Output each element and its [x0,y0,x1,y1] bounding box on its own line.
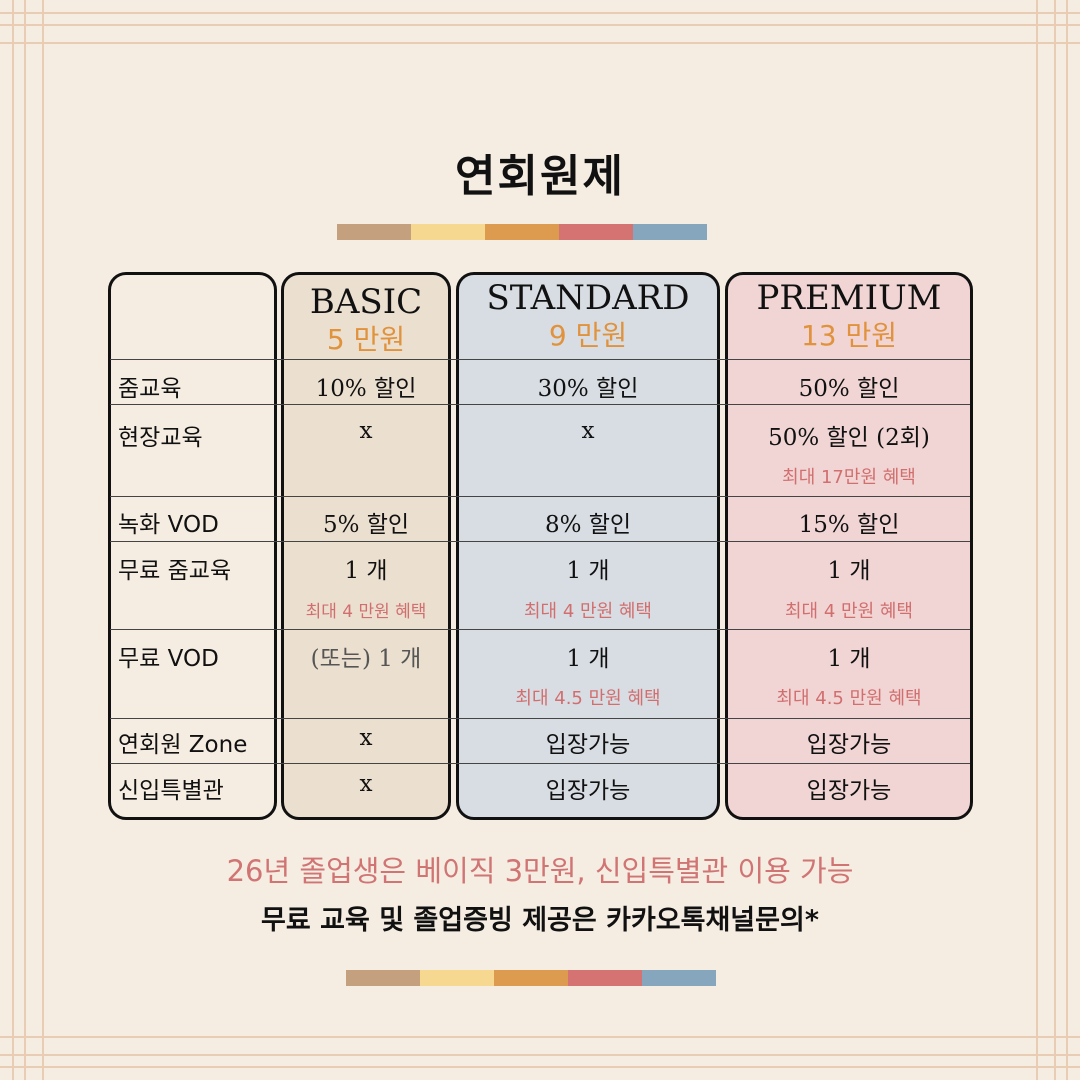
frame-line [24,0,26,1080]
basic-cell: x [359,725,373,751]
premium-cell: 50% 할인 [798,376,900,402]
row-label: 신입특별관 [118,778,224,804]
color-swatch [337,224,411,240]
frame-line [1054,0,1056,1080]
standard-cell: 1 개 [566,558,610,584]
color-swatch [346,970,420,986]
frame-line [0,1054,1080,1056]
row-divider [110,359,970,360]
premium-note: 최대 4.5 만원 혜택 [776,688,922,709]
basic-cell: 1 개 [344,558,388,584]
footer-note-graduates: 26년 졸업생은 베이직 3만원, 신입특별관 이용 가능 [226,854,854,888]
row-label: 무료 VOD [118,646,219,672]
frame-line [0,24,1080,26]
page-title: 연회원제 [455,151,625,202]
standard-cell: x [581,418,595,444]
footer-note-inquiry: 무료 교육 및 졸업증빙 제공은 카카오톡채널문의* [261,905,819,936]
row-label: 무료 줌교육 [118,558,232,584]
basic-cell: x [359,771,373,797]
color-swatch [411,224,485,240]
color-swatch [420,970,494,986]
basic-cell: 10% 할인 [315,376,417,402]
premium-note: 최대 17만원 혜택 [782,467,916,488]
row-divider [110,718,970,719]
frame-line [1036,0,1038,1080]
color-swatch [568,970,642,986]
standard-column [456,272,720,820]
frame-line [0,1036,1080,1038]
color-swatch [642,970,716,986]
plan-name-premium: PREMIUM [756,278,942,318]
frame-line [0,42,1080,44]
premium-cell: 입장가능 [806,732,892,758]
row-divider [110,541,970,542]
color-swatch [559,224,633,240]
plan-price-premium: 13 만원 [800,319,898,352]
frame-line [0,1066,1080,1068]
plan-name-basic: BASIC [309,282,423,322]
plan-price-standard: 9 만원 [548,319,628,352]
basic-note: 최대 4 만원 혜택 [305,602,427,622]
basic-cell: (또는) 1 개 [310,646,422,672]
standard-cell: 30% 할인 [537,376,639,402]
row-divider [110,404,970,405]
frame-line [0,12,1080,14]
premium-cell: 50% 할인 (2회) [768,425,930,451]
premium-cell: 1 개 [827,646,871,672]
plan-price-basic: 5 만원 [326,323,406,356]
frame-line [42,0,44,1080]
color-bar-bottom [346,970,716,986]
standard-cell: 1 개 [566,646,610,672]
standard-cell: 8% 할인 [544,512,632,538]
standard-note: 최대 4 만원 혜택 [524,601,652,622]
row-divider [110,629,970,630]
premium-column [725,272,973,820]
row-label: 연회원 Zone [118,732,248,758]
label-column [108,272,277,820]
basic-column [281,272,451,820]
premium-note: 최대 4 만원 혜택 [785,601,913,622]
row-label: 녹화 VOD [118,512,219,538]
standard-cell: 입장가능 [545,732,631,758]
standard-cell: 입장가능 [545,778,631,804]
basic-cell: 5% 할인 [322,512,410,538]
row-label: 줌교육 [118,376,182,402]
plan-name-standard: STANDARD [486,278,690,318]
color-bar-top [337,224,707,240]
premium-cell: 1 개 [827,558,871,584]
premium-cell: 15% 할인 [798,512,900,538]
basic-cell: x [359,418,373,444]
row-label: 현장교육 [118,425,203,451]
color-swatch [633,224,707,240]
premium-cell: 입장가능 [806,778,892,804]
frame-line [1066,0,1068,1080]
standard-note: 최대 4.5 만원 혜택 [515,688,661,709]
row-divider [110,496,970,497]
row-divider [110,763,970,764]
color-swatch [485,224,559,240]
color-swatch [494,970,568,986]
frame-line [12,0,14,1080]
